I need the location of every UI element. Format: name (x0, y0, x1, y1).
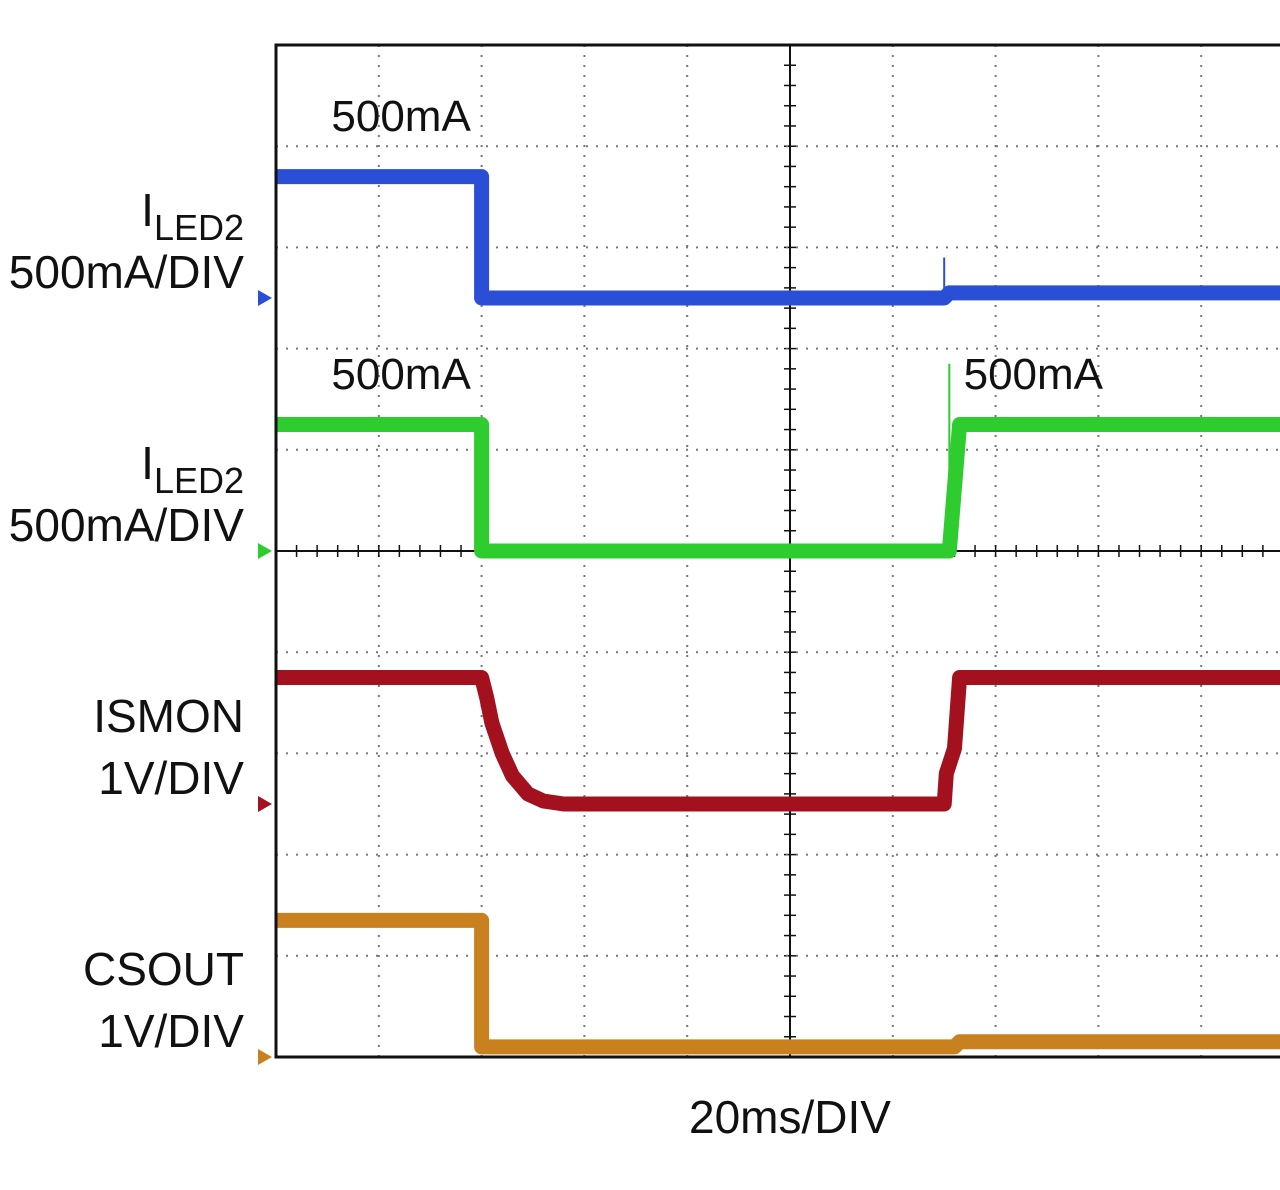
channel-name-subscript: LED2 (154, 460, 244, 501)
trace-annotation: 500mA (331, 92, 471, 141)
time-axis-label: 20ms/DIV (689, 1091, 891, 1143)
ground-marker-csout (258, 1049, 272, 1065)
graticule (276, 45, 1280, 1057)
ground-marker-iled2_bottom (258, 543, 272, 559)
ground-marker-ismon (258, 796, 272, 812)
ground-markers (258, 290, 272, 1065)
trace-iled2_top (276, 169, 1280, 306)
channel-scale-iled2_bottom: 500mA/DIV (9, 499, 245, 551)
trace-iled2_bottom (276, 417, 1280, 559)
trace-annotations: 500mA 500mA 500mA (331, 92, 1103, 399)
channel-name-iled2_top: ILED2 (141, 184, 244, 248)
channel-labels: ILED2500mA/DIVILED2500mA/DIVISMON1V/DIVC… (9, 184, 245, 1057)
trace-layer (276, 169, 1280, 1055)
trace-ismon (276, 670, 1280, 812)
ground-marker-iled2_top (258, 290, 272, 306)
plot-frame (274, 43, 1280, 1059)
channel-scale-csout: 1V/DIV (98, 1005, 244, 1057)
trace-csout (276, 912, 1280, 1055)
channel-name-subscript: LED2 (154, 207, 244, 248)
trace-annotation: 500mA (331, 350, 471, 399)
channel-name-ismon: ISMON (93, 690, 244, 742)
channel-name-iled2_bottom: ILED2 (141, 437, 244, 501)
channel-scale-ismon: 1V/DIV (98, 752, 244, 804)
trace-annotation: 500mA (964, 350, 1104, 399)
channel-name-csout: CSOUT (83, 943, 244, 995)
channel-scale-iled2_top: 500mA/DIV (9, 246, 245, 298)
